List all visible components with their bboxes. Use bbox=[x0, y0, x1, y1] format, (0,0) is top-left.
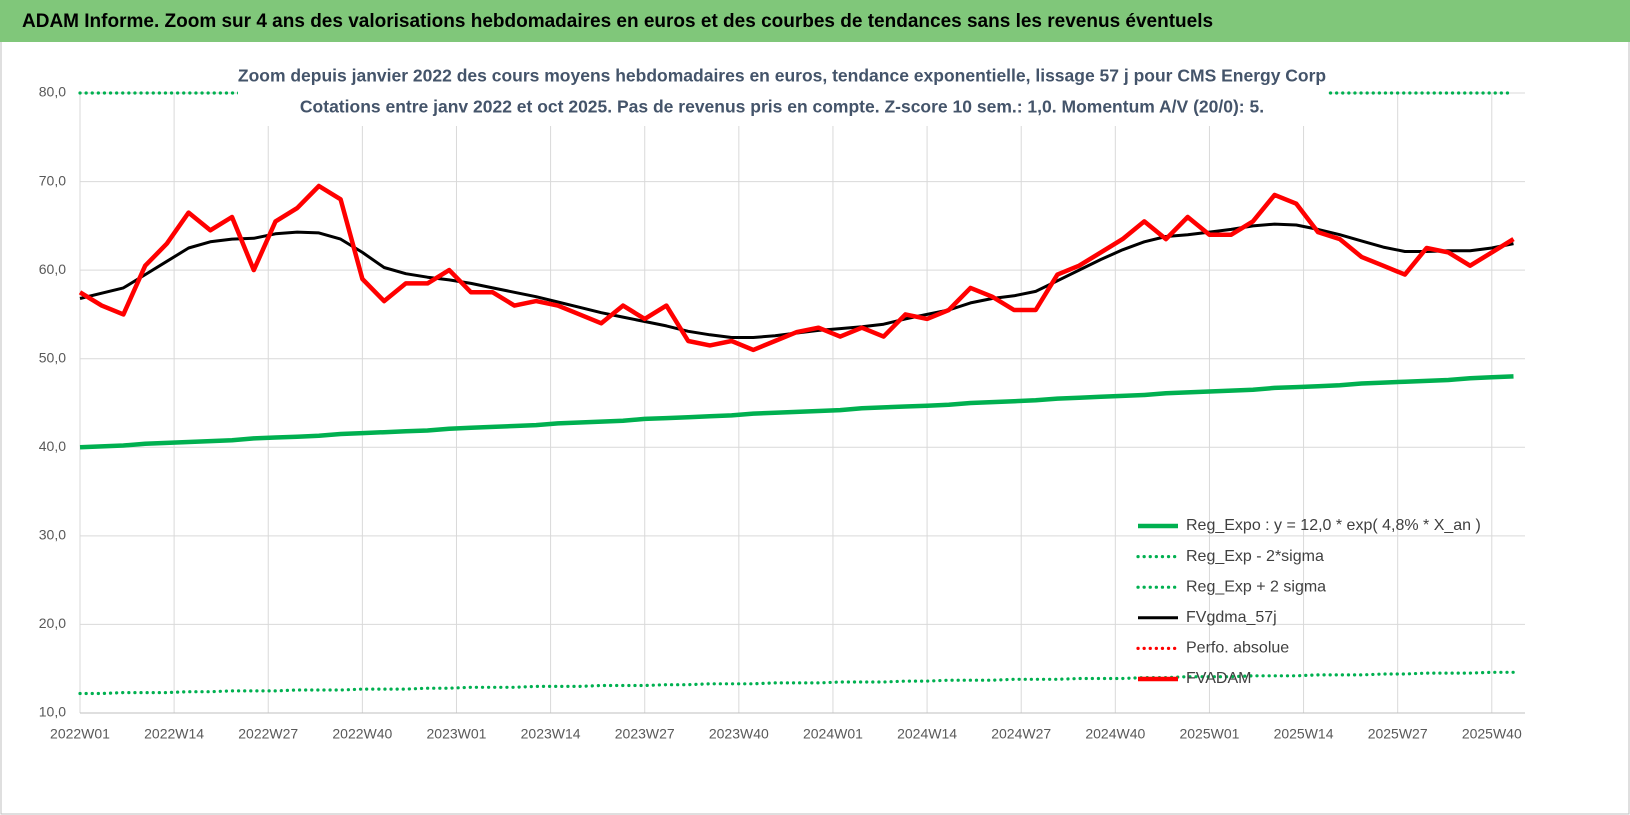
chart-title: Zoom depuis janvier 2022 des cours moyen… bbox=[238, 66, 1326, 86]
y-tick-label: 50,0 bbox=[39, 349, 66, 365]
legend-label: FVgdma_57j bbox=[1186, 609, 1277, 626]
x-tick-label: 2025W14 bbox=[1274, 726, 1334, 742]
x-tick-label: 2025W40 bbox=[1462, 726, 1522, 742]
header-bar bbox=[0, 0, 1630, 42]
x-tick-label: 2024W40 bbox=[1085, 726, 1145, 742]
y-tick-label: 60,0 bbox=[39, 261, 66, 277]
y-tick-label: 40,0 bbox=[39, 438, 66, 454]
legend-label: Perfo. absolue bbox=[1186, 640, 1289, 657]
x-tick-label: 2025W01 bbox=[1179, 726, 1239, 742]
x-tick-label: 2022W14 bbox=[144, 726, 204, 742]
y-tick-label: 80,0 bbox=[39, 84, 66, 100]
y-tick-label: 10,0 bbox=[39, 704, 66, 720]
series-line bbox=[79, 374, 1514, 450]
y-tick-label: 30,0 bbox=[39, 527, 66, 543]
chart-subtitle: Cotations entre janv 2022 et oct 2025. P… bbox=[300, 97, 1264, 117]
x-tick-label: 2023W40 bbox=[709, 726, 769, 742]
x-tick-label: 2022W40 bbox=[332, 726, 392, 742]
x-tick-label: 2022W27 bbox=[238, 726, 298, 742]
x-tick-label: 2023W01 bbox=[427, 726, 487, 742]
series-line bbox=[78, 670, 1516, 696]
x-tick-label: 2024W27 bbox=[991, 726, 1051, 742]
series-line bbox=[78, 183, 1515, 353]
x-tick-label: 2023W14 bbox=[521, 726, 581, 742]
legend-label: Reg_Exp + 2 sigma bbox=[1186, 578, 1326, 595]
x-tick-label: 2024W14 bbox=[897, 726, 957, 742]
x-tick-label: 2024W01 bbox=[803, 726, 863, 742]
y-tick-label: 20,0 bbox=[39, 615, 66, 631]
legend: Reg_Expo : y = 12,0 * exp( 4,8% * X_an )… bbox=[1136, 517, 1481, 687]
header-title: ADAM Informe. Zoom sur 4 ans des valoris… bbox=[22, 11, 1213, 32]
y-tick-label: 70,0 bbox=[39, 172, 66, 188]
title-box bbox=[238, 60, 1328, 126]
x-tick-label: 2025W27 bbox=[1368, 726, 1428, 742]
legend-label: FVADAM bbox=[1186, 670, 1251, 687]
legend-label: Reg_Expo : y = 12,0 * exp( 4,8% * X_an ) bbox=[1186, 517, 1481, 534]
legend-label: Reg_Exp - 2*sigma bbox=[1186, 548, 1324, 565]
x-tick-label: 2023W27 bbox=[615, 726, 675, 742]
x-tick-label: 2022W01 bbox=[50, 726, 110, 742]
